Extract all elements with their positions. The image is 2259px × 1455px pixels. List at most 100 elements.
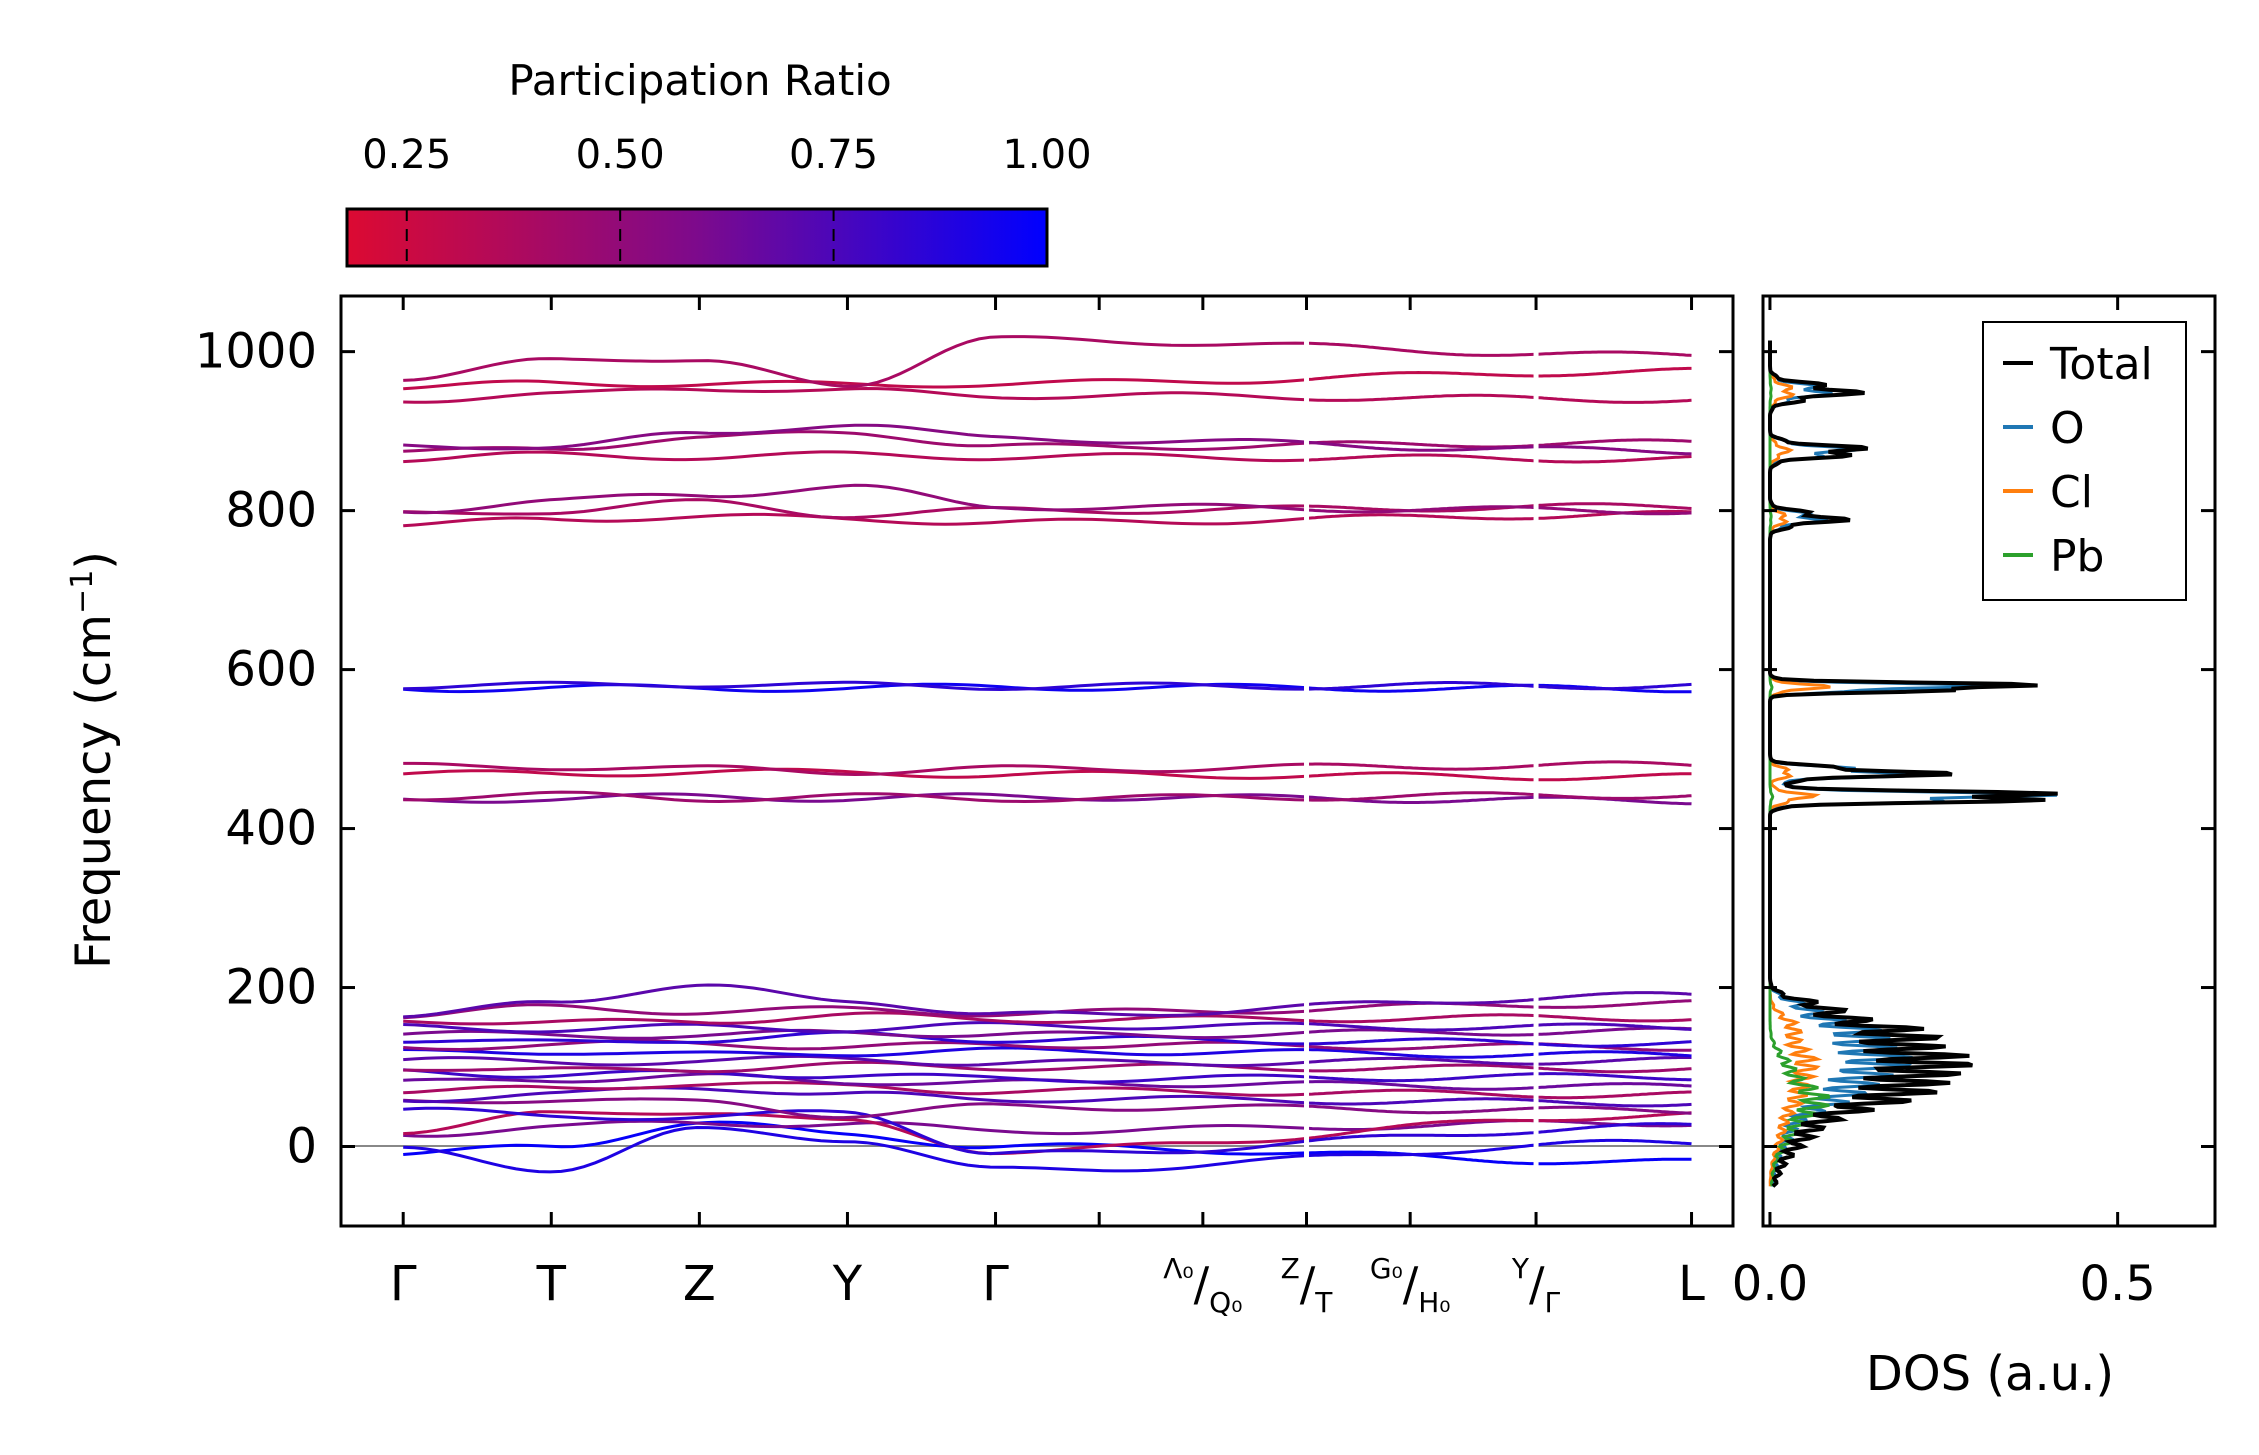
band-line (1306, 1056, 1536, 1066)
band-line (1535, 1066, 1692, 1074)
label-main: / (1403, 1257, 1419, 1311)
band-line (1306, 453, 1537, 463)
band-line (403, 430, 1307, 453)
band-line (1536, 1111, 1692, 1123)
band-line (1306, 1104, 1537, 1115)
band-line (1306, 1130, 1537, 1143)
label-sub: Q₀ (1209, 1286, 1242, 1319)
band-line (403, 450, 1307, 464)
band-line (403, 1021, 1307, 1034)
band-lines (403, 296, 1692, 1226)
colorbar-tick-label: 1.00 (1002, 132, 1091, 178)
band-line (1306, 370, 1536, 382)
band-line (403, 682, 1307, 694)
band-line (403, 1060, 1307, 1074)
band-y-axis: 0 200 400 600 800 1000 (195, 324, 1733, 1175)
high-symmetry-label-y: Y (832, 1256, 863, 1312)
label-main: / (1194, 1257, 1210, 1311)
band-line (1306, 341, 1537, 357)
legend-label: Total (2049, 339, 2153, 390)
band-line (403, 1119, 1307, 1138)
label-sup: G₀ (1370, 1252, 1403, 1285)
band-line (1306, 762, 1537, 771)
colorbar-ticks: 0.25 0.50 0.75 1.00 (362, 132, 1092, 266)
band-line (1535, 438, 1692, 447)
band-line (1306, 1048, 1537, 1059)
band-line (403, 1068, 1307, 1084)
band-line (403, 1120, 1307, 1156)
band-line (1535, 350, 1692, 357)
colorbar-tick-label: 0.75 (789, 132, 878, 178)
high-symmetry-label-zt: Z/T (1281, 1252, 1334, 1319)
colorbar: Participation Ratio 0.25 0.50 0.75 1.00 (345, 56, 1092, 268)
band-line (1306, 1072, 1536, 1083)
band-line (1535, 1014, 1692, 1023)
band-line (1535, 1040, 1692, 1048)
band-line (1535, 1082, 1692, 1090)
high-symmetry-label-yg: Y/Γ (1511, 1252, 1561, 1319)
legend-label: O (2050, 403, 2085, 454)
band-line (1536, 1157, 1692, 1166)
band-line (1306, 1022, 1537, 1032)
colorbar-tick-label: 0.50 (576, 132, 665, 178)
band-line (403, 386, 1307, 404)
high-symmetry-label-gh: G₀/H₀ (1370, 1252, 1451, 1319)
band-y-axis-label: Frequency (cm−1) (65, 551, 122, 969)
colorbar-title: Participation Ratio (508, 56, 891, 105)
colorbar-gradient (345, 207, 1049, 268)
band-line (1306, 681, 1537, 691)
high-symmetry-label-g1: Γ (390, 1256, 417, 1312)
band-x-axis: Γ T Z Y Γ Λ₀/Q₀Z/TG₀/H₀Y/Γ L (390, 296, 1705, 1319)
label-sub: Γ (1545, 1286, 1561, 1319)
dos-x-tick-label: 0.5 (2079, 1256, 2155, 1312)
dos-plot-frame (1761, 294, 2217, 1228)
dos-lines (1768, 340, 2058, 1188)
dos-x-tick-label: 0.0 (1732, 1256, 1808, 1312)
band-line (403, 1003, 1307, 1020)
band-line (403, 767, 1307, 780)
band-line (1536, 772, 1692, 782)
band-line (1306, 513, 1537, 521)
high-symmetry-label-l: L (1678, 1256, 1705, 1312)
dos-y-ticks (1763, 350, 2215, 1149)
dos-x-axis: 0.0 0.5 (1732, 296, 2156, 1312)
dos-panel: 0.0 0.5 DOS (a.u.) Total O Cl Pb (1732, 294, 2217, 1402)
band-line (403, 680, 1307, 692)
band-line (403, 512, 1307, 528)
band-line (1306, 1118, 1536, 1140)
band-line (1306, 505, 1537, 514)
band-line (1306, 1028, 1537, 1037)
legend-items: Total O Cl Pb (2003, 339, 2153, 582)
band-line (1535, 1098, 1692, 1108)
high-symmetry-label-lq: Λ₀/Q₀ (1163, 1252, 1242, 1319)
band-line (403, 498, 1307, 520)
ylabel-close: ) (66, 551, 122, 570)
band-line (403, 792, 1307, 804)
label-sup: Λ₀ (1163, 1252, 1193, 1285)
band-line (1306, 998, 1537, 1006)
band-line (1535, 991, 1692, 1001)
band-line (1536, 366, 1692, 378)
band-y-tick-label: 600 (225, 642, 317, 698)
band-line (1535, 682, 1692, 691)
band-line (403, 790, 1307, 804)
band-line (1306, 1042, 1537, 1051)
band-line (1536, 1056, 1692, 1066)
band-line (1535, 455, 1692, 464)
legend-label: Pb (2050, 531, 2104, 582)
band-line (1536, 999, 1692, 1009)
band-line (1535, 1090, 1692, 1100)
band-line (1306, 1013, 1537, 1024)
high-symmetry-label-g2: Γ (982, 1256, 1009, 1312)
band-line (1306, 393, 1537, 402)
band-y-tick-label: 800 (225, 483, 317, 539)
label-main: / (1300, 1257, 1316, 1311)
band-line (1536, 445, 1692, 456)
band-line (403, 423, 1307, 451)
band-line (1306, 1063, 1537, 1073)
band-line (1535, 502, 1692, 510)
band-line (1306, 1037, 1537, 1046)
band-line (1306, 1143, 1537, 1158)
